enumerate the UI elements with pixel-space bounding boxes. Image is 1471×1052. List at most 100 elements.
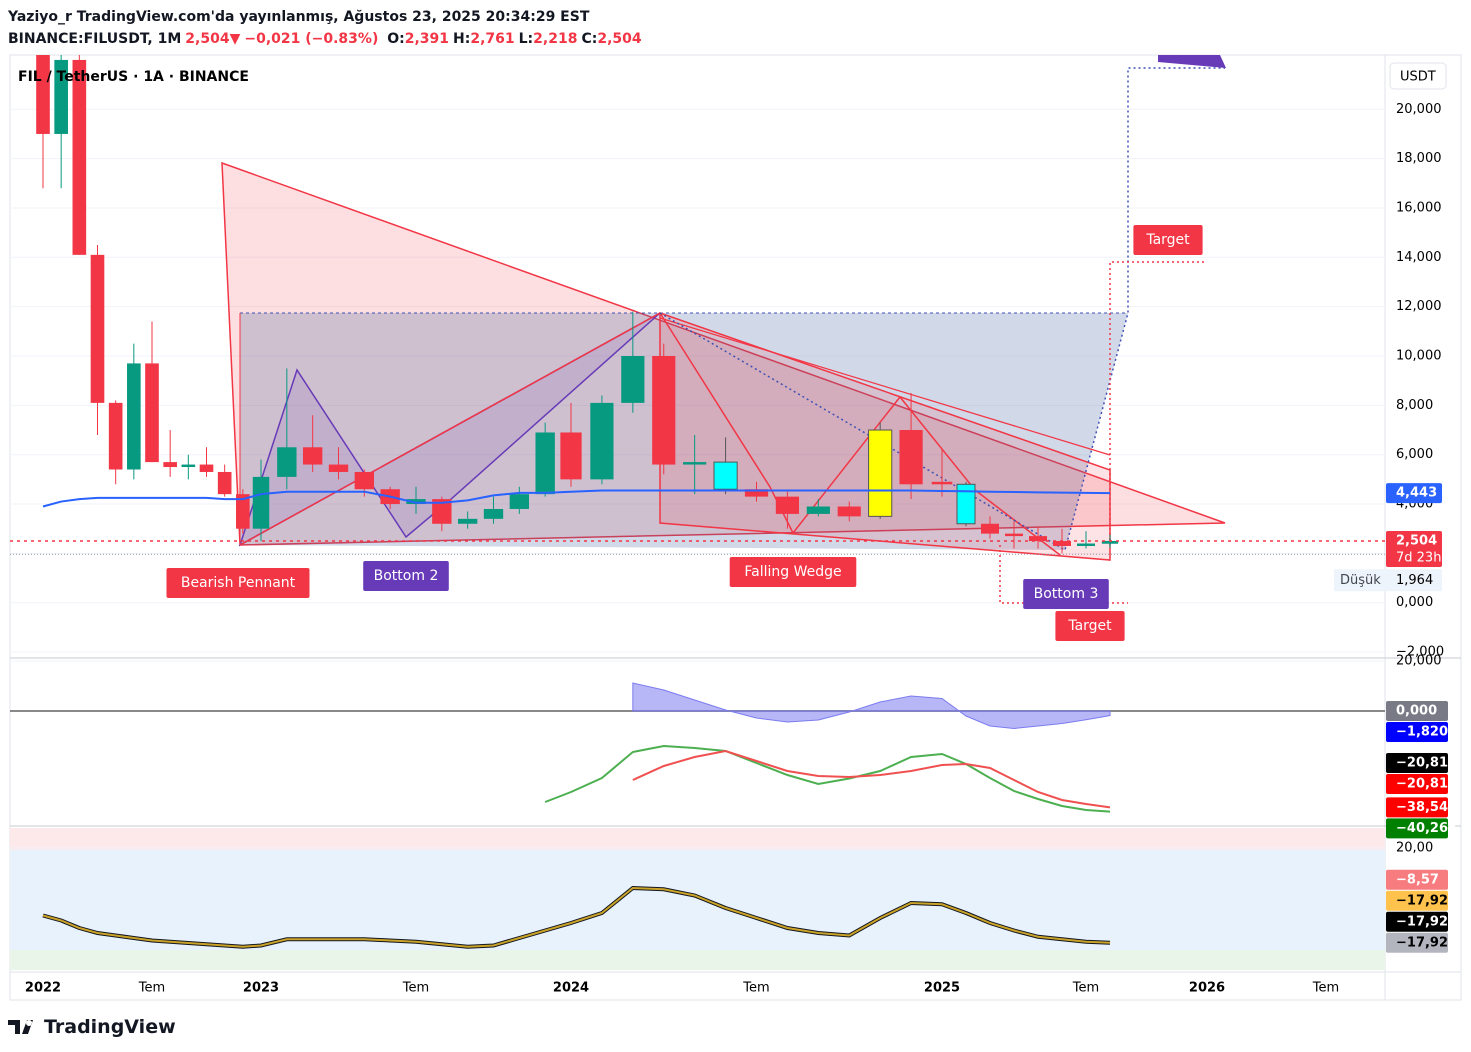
candle-body xyxy=(1101,540,1119,544)
annotation: Target xyxy=(1067,618,1112,634)
y-tick-label: 12,000 xyxy=(1396,299,1442,314)
ohlc-value: 2,391 xyxy=(404,31,450,47)
projection xyxy=(659,67,1225,552)
value-tag xyxy=(1386,722,1448,742)
ma-line xyxy=(42,489,1111,508)
candle-body xyxy=(868,429,893,517)
top-label xyxy=(1158,55,1226,68)
candle-body xyxy=(54,59,68,134)
y-tick-label: 16,000 xyxy=(1396,200,1442,215)
candle-body xyxy=(181,464,196,468)
candle-body xyxy=(775,496,800,514)
candle-body xyxy=(72,59,87,255)
ohlc-label: C: xyxy=(581,31,598,47)
value-tag-label: −40,266 xyxy=(1396,821,1457,836)
band xyxy=(10,850,1385,950)
logo xyxy=(8,1020,33,1034)
value-tag-label: 0,000 xyxy=(1396,704,1437,719)
symbol: BINANCE:FILUSDT, 1M xyxy=(8,31,182,47)
y-tick-label: 10,000 xyxy=(1396,349,1442,364)
price-tag xyxy=(1386,530,1442,567)
candle-body xyxy=(277,447,297,477)
y-tick-label: 8,000 xyxy=(1396,398,1433,413)
x-tick-label: 2024 xyxy=(553,981,589,996)
candle-body xyxy=(837,506,861,517)
value-tag-label: −17,92 xyxy=(1396,893,1448,908)
value-tag xyxy=(1386,797,1448,818)
y-tick-label: 0,000 xyxy=(1396,595,1433,610)
candle-body xyxy=(535,432,555,495)
x-tick-label: 2022 xyxy=(25,981,61,996)
candle-body xyxy=(956,483,976,525)
candle-body xyxy=(432,499,452,524)
annotation: Bottom 2 xyxy=(374,568,439,584)
brand: TradingView xyxy=(44,1016,176,1038)
ohlc-value: 2,218 xyxy=(533,31,578,47)
candle-body xyxy=(621,356,645,403)
value-tag-label: −20,818 xyxy=(1396,777,1457,792)
x-tick-label: Tem xyxy=(138,981,165,996)
x-tick-label: Tem xyxy=(742,981,769,996)
price-tag-label: 4,443 xyxy=(1396,486,1437,501)
x-tick-label: Tem xyxy=(1072,981,1099,996)
value-tag xyxy=(1386,911,1448,932)
candle-body xyxy=(560,432,582,480)
y-tick-label: 18,000 xyxy=(1396,151,1442,166)
x-tick-label: Tem xyxy=(402,981,429,996)
ohlc-label: H: xyxy=(453,31,471,47)
wedge-zigzag xyxy=(659,312,1061,556)
indicator-line xyxy=(632,749,1111,809)
value-tag xyxy=(1386,932,1448,953)
pattern-line xyxy=(239,312,661,546)
candle-body xyxy=(302,447,323,465)
x-tick-label: 2025 xyxy=(924,981,960,996)
value-tag-label: −38,546 xyxy=(1396,800,1457,815)
value-tag xyxy=(1386,818,1448,839)
chart: −2,0000,0002,0004,0006,0008,00010,00012,… xyxy=(9,54,1462,1001)
footer: TradingView xyxy=(8,1016,176,1038)
pennant xyxy=(221,161,1226,546)
candle-body xyxy=(652,356,676,465)
band xyxy=(10,828,1385,850)
y-tick-label: 14,000 xyxy=(1396,250,1442,265)
candle-body xyxy=(509,494,530,509)
ohlc-label: O: xyxy=(387,31,405,47)
value-tag-label: −20,818 xyxy=(1396,756,1457,771)
ohlc-label: L: xyxy=(518,31,534,47)
candle-body xyxy=(328,464,349,472)
candle-body xyxy=(483,508,504,519)
arrow: ▼ xyxy=(229,31,241,47)
annotation-box xyxy=(1133,225,1203,255)
value-tag xyxy=(1386,869,1448,890)
price-tag-label: 2,504 xyxy=(1396,533,1437,548)
ohlc-value: 2,761 xyxy=(470,31,515,47)
currency: USDT xyxy=(1400,70,1436,85)
x-tick-label: 2023 xyxy=(243,981,279,996)
annotation: Bearish Pennant xyxy=(181,575,296,591)
candle-body xyxy=(931,481,953,485)
candle-body xyxy=(108,402,123,470)
annotation: Falling Wedge xyxy=(744,564,841,580)
value-tag xyxy=(1386,890,1448,911)
indicator-line xyxy=(544,744,1111,813)
value-tag-label: −17,92 xyxy=(1396,935,1448,950)
price-tag xyxy=(1386,483,1442,504)
candle-body xyxy=(806,506,830,514)
candle-body xyxy=(1029,536,1047,542)
candle-body xyxy=(1053,541,1071,546)
annotation-box xyxy=(166,568,310,598)
y-tick-label: 20,000 xyxy=(1396,102,1442,117)
value-tag-label: −8,57 xyxy=(1396,872,1439,887)
candle-body xyxy=(406,499,426,505)
candle-body xyxy=(145,363,159,463)
y-tick-label: 6,000 xyxy=(1396,447,1433,462)
wedge-line xyxy=(659,317,1111,456)
symbol-line: BINANCE:FILUSDT, 1M 2,504▼ −0,021 (−0.83%)… xyxy=(8,28,650,50)
target-line xyxy=(1109,261,1205,545)
candle-body xyxy=(457,518,478,524)
ohlc-value: 2,504 xyxy=(597,31,642,47)
annotation-box xyxy=(1023,579,1109,609)
candle-body xyxy=(127,363,141,470)
header: Yaziyo_r TradingView.com'da yayınlanmış,… xyxy=(8,6,650,50)
